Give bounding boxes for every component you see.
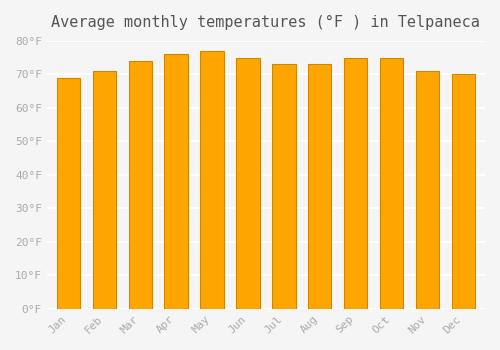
Title: Average monthly temperatures (°F ) in Telpaneca: Average monthly temperatures (°F ) in Te… [52,15,480,30]
Bar [344,58,368,309]
Bar [380,58,404,309]
Bar [416,71,439,309]
Bar [92,71,116,309]
Bar [236,58,260,309]
Bar [56,78,80,309]
Bar [308,64,332,309]
Bar [200,51,224,309]
Bar [128,61,152,309]
Bar [164,54,188,309]
Bar [272,64,295,309]
Bar [452,75,475,309]
